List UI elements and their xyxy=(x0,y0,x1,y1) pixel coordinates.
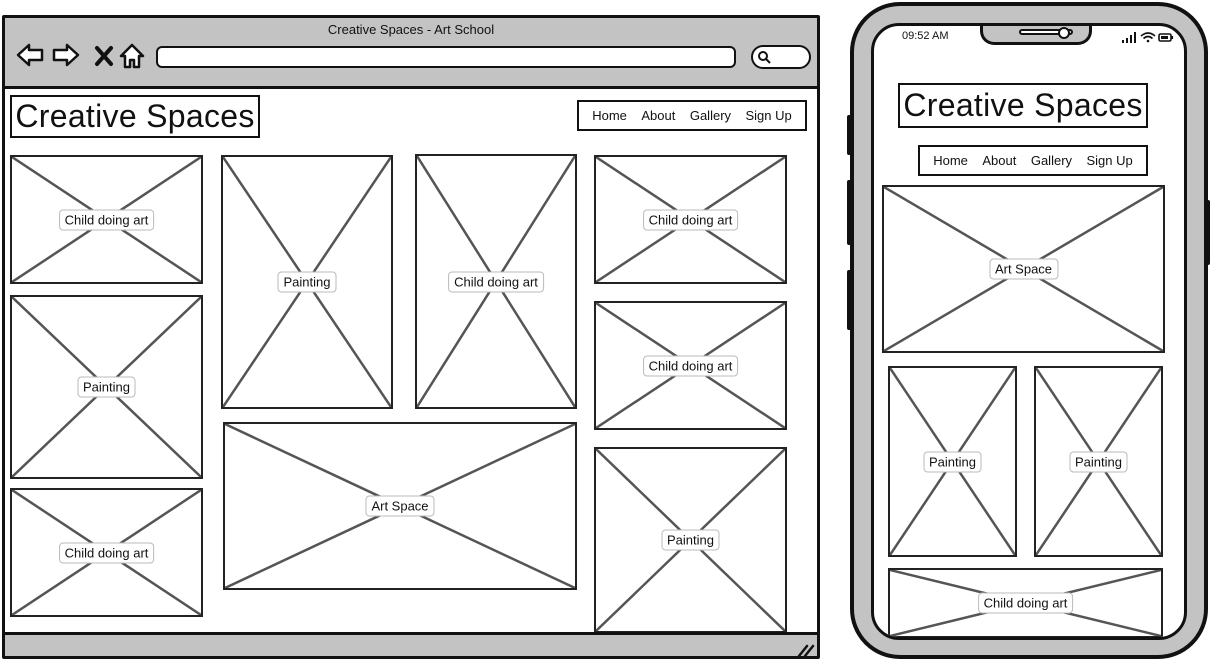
phone-frame: 09:52 AM Creative Spaces Home xyxy=(850,2,1208,659)
gallery-image[interactable]: Painting xyxy=(10,295,203,479)
browser-status-bar xyxy=(5,632,817,657)
image-label: Art Space xyxy=(365,495,435,517)
phone-gallery-image[interactable]: Child doing art xyxy=(888,568,1163,637)
image-label: Child doing art xyxy=(977,592,1074,614)
image-label: Painting xyxy=(923,451,982,472)
battery-icon xyxy=(1158,33,1174,42)
site-logo[interactable]: Creative Spaces xyxy=(10,95,260,138)
site-navbar: Home About Gallery Sign Up xyxy=(577,100,807,131)
phone-notch xyxy=(980,26,1092,45)
gallery-image[interactable]: Child doing art xyxy=(10,155,203,284)
phone-volume-up-button xyxy=(847,115,852,155)
speaker-grille xyxy=(1019,29,1073,35)
window-title: Creative Spaces - Art School xyxy=(327,22,495,37)
gallery-image[interactable]: Painting xyxy=(594,447,787,633)
url-bar[interactable] xyxy=(156,46,736,68)
back-arrow-icon[interactable] xyxy=(15,40,45,70)
status-icons xyxy=(1122,32,1174,43)
image-label: Art Space xyxy=(988,258,1059,280)
search-icon xyxy=(758,51,771,64)
resize-grip-icon[interactable] xyxy=(797,643,815,657)
gallery-image[interactable]: Child doing art xyxy=(594,155,787,284)
image-label: Child doing art xyxy=(448,271,544,292)
image-label: Child doing art xyxy=(642,355,739,376)
signal-icon xyxy=(1122,32,1136,43)
phone-screen: 09:52 AM Creative Spaces Home xyxy=(871,23,1187,640)
phone-volume-down-button xyxy=(847,180,852,245)
gallery-image[interactable]: Child doing art xyxy=(415,154,577,409)
nav-sign-up[interactable]: Sign Up xyxy=(1086,153,1133,168)
wifi-icon xyxy=(1140,32,1156,43)
gallery-image[interactable]: Child doing art xyxy=(594,301,787,430)
nav-about[interactable]: About xyxy=(982,153,1017,168)
browser-toolbar: Creative Spaces - Art School xyxy=(5,18,817,89)
phone-navbar: Home About Gallery Sign Up xyxy=(918,145,1148,176)
gallery-image[interactable]: Art Space xyxy=(223,422,577,590)
image-label: Painting xyxy=(661,529,720,551)
phone-mute-button xyxy=(847,270,852,330)
image-label: Child doing art xyxy=(58,209,155,230)
image-label: Child doing art xyxy=(58,542,155,563)
nav-about[interactable]: About xyxy=(641,108,676,123)
nav-home[interactable]: Home xyxy=(933,153,968,168)
phone-gallery-image[interactable]: Art Space xyxy=(882,185,1165,353)
nav-gallery[interactable]: Gallery xyxy=(1030,153,1073,168)
image-label: Painting xyxy=(1069,451,1128,472)
gallery-image[interactable]: Painting xyxy=(221,155,393,409)
forward-arrow-icon[interactable] xyxy=(51,40,81,70)
search-box[interactable] xyxy=(751,45,811,69)
status-time: 09:52 AM xyxy=(902,30,949,42)
phone-gallery-image[interactable]: Painting xyxy=(888,366,1017,557)
phone-gallery-image[interactable]: Painting xyxy=(1034,366,1163,557)
nav-home[interactable]: Home xyxy=(592,108,627,123)
image-label: Painting xyxy=(277,271,337,293)
gallery-image[interactable]: Child doing art xyxy=(10,488,203,617)
nav-gallery[interactable]: Gallery xyxy=(689,108,732,123)
close-icon[interactable] xyxy=(91,40,121,70)
image-label: Painting xyxy=(77,376,136,398)
phone-site-logo[interactable]: Creative Spaces xyxy=(898,83,1148,128)
image-label: Child doing art xyxy=(642,209,739,230)
front-camera-icon xyxy=(1058,27,1070,39)
home-icon[interactable] xyxy=(117,40,147,70)
nav-sign-up[interactable]: Sign Up xyxy=(745,108,792,123)
browser-window: Creative Spaces - Art School Creative Sp… xyxy=(2,15,820,659)
